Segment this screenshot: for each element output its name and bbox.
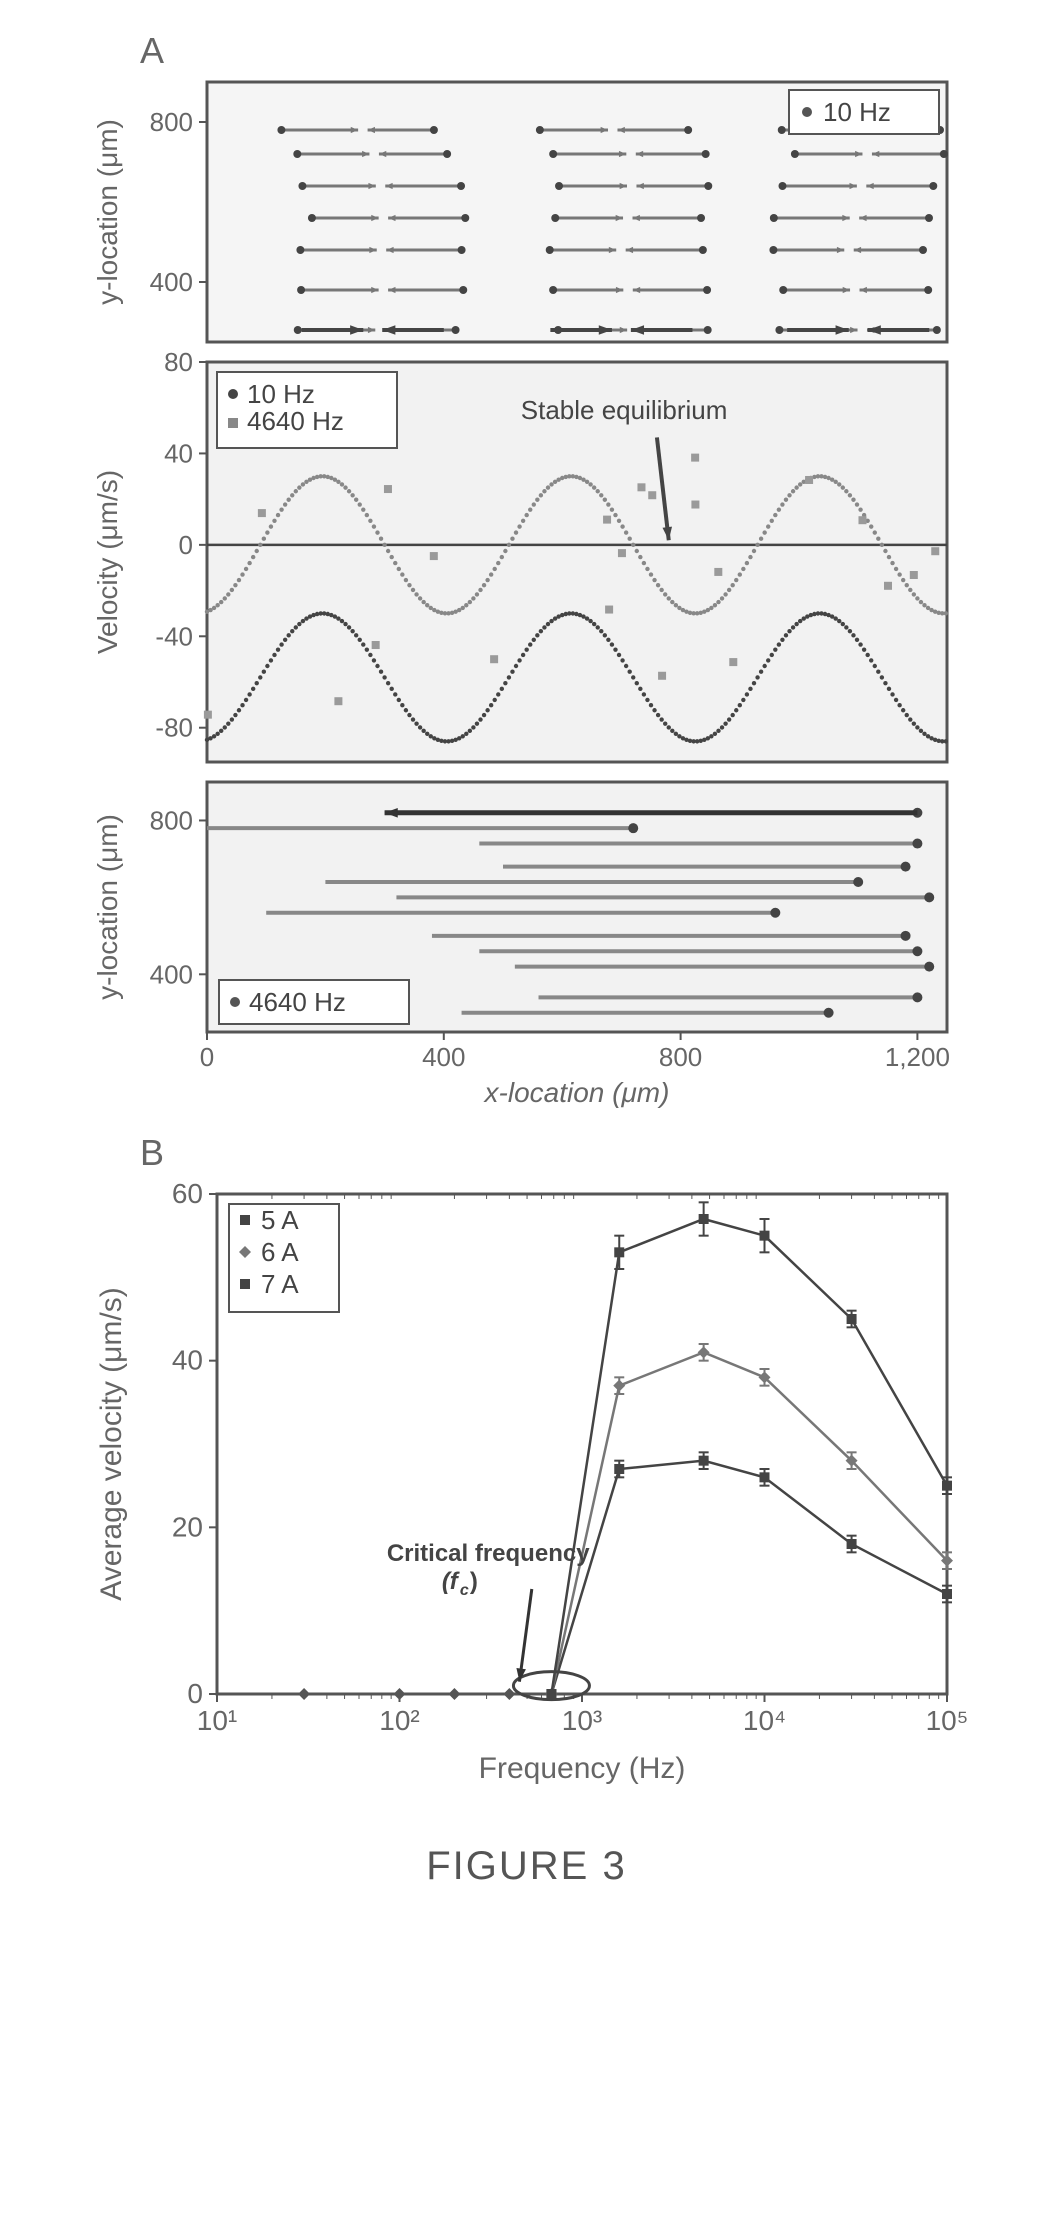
- svg-text:4640 Hz: 4640 Hz: [249, 987, 346, 1017]
- svg-text:10 Hz: 10 Hz: [823, 97, 891, 127]
- svg-text:400: 400: [422, 1042, 465, 1072]
- svg-text:10⁵: 10⁵: [925, 1705, 968, 1736]
- svg-text:(f: (f: [441, 1568, 459, 1595]
- panel-A-bot: 400 800 0 400 800 1,200 y-location (μm) x-locat…: [77, 772, 977, 1112]
- svg-text:c: c: [459, 1582, 468, 1599]
- svg-text:6 A: 6 A: [261, 1237, 299, 1267]
- svg-text:0: 0: [178, 530, 192, 560]
- svg-text:Velocity (μm/s): Velocity (μm/s): [92, 470, 123, 654]
- svg-text:10²: 10²: [379, 1705, 419, 1736]
- svg-text:400: 400: [149, 959, 192, 989]
- panel-A-letter: A: [140, 30, 1033, 72]
- svg-text:5 A: 5 A: [261, 1205, 299, 1235]
- svg-text:y-location (μm): y-location (μm): [92, 814, 123, 1000]
- svg-text:-80: -80: [155, 713, 193, 743]
- svg-text:800: 800: [149, 805, 192, 835]
- panel-B: 020406010¹10²10³10⁴10⁵Average velocity (…: [77, 1174, 977, 1794]
- svg-text:4640 Hz: 4640 Hz: [247, 406, 344, 436]
- svg-text:7 A: 7 A: [261, 1269, 299, 1299]
- panel-B-letter: B: [140, 1132, 1033, 1174]
- panel-A-mid: -80 -40 0 40 80 Velocity (μm/s) Stable equilib…: [77, 352, 977, 772]
- svg-text:60: 60: [171, 1178, 202, 1209]
- svg-text:y-location (μm): y-location (μm): [92, 119, 123, 305]
- svg-text:Stable equilibrium: Stable equilibrium: [520, 395, 727, 425]
- svg-text:0: 0: [199, 1042, 213, 1072]
- svg-text:Critical frequency: Critical frequency: [386, 1540, 589, 1567]
- svg-text:400: 400: [149, 267, 192, 297]
- svg-text:80: 80: [164, 352, 193, 377]
- svg-text:10 Hz: 10 Hz: [247, 379, 315, 409]
- svg-text:40: 40: [171, 1345, 202, 1376]
- svg-text:): ): [469, 1568, 477, 1595]
- svg-text:Frequency (Hz): Frequency (Hz): [478, 1752, 685, 1785]
- svg-text:-40: -40: [155, 621, 193, 651]
- svg-text:x-location (μm): x-location (μm): [482, 1077, 669, 1108]
- svg-text:1,200: 1,200: [884, 1042, 949, 1072]
- svg-text:10¹: 10¹: [196, 1705, 236, 1736]
- svg-text:Average velocity (μm/s): Average velocity (μm/s): [95, 1287, 128, 1601]
- svg-text:800: 800: [658, 1042, 701, 1072]
- figure-caption: FIGURE 3: [20, 1844, 1033, 1889]
- panel-A-top: 400 800 y-location (μm) 10 Hz: [77, 72, 977, 352]
- svg-text:10³: 10³: [561, 1705, 601, 1736]
- svg-text:10⁴: 10⁴: [742, 1705, 785, 1736]
- svg-text:800: 800: [149, 107, 192, 137]
- svg-text:20: 20: [171, 1511, 202, 1542]
- svg-text:40: 40: [164, 438, 193, 468]
